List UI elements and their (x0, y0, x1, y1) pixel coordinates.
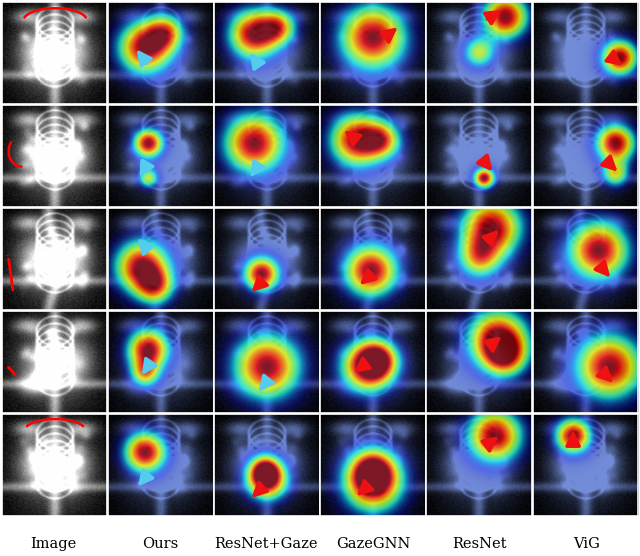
Text: GazeGNN: GazeGNN (336, 537, 410, 551)
Text: ViG: ViG (573, 537, 600, 551)
Text: ResNet: ResNet (452, 537, 507, 551)
Text: Ours: Ours (142, 537, 178, 551)
Text: ResNet+Gaze: ResNet+Gaze (214, 537, 318, 551)
Text: Image: Image (30, 537, 76, 551)
